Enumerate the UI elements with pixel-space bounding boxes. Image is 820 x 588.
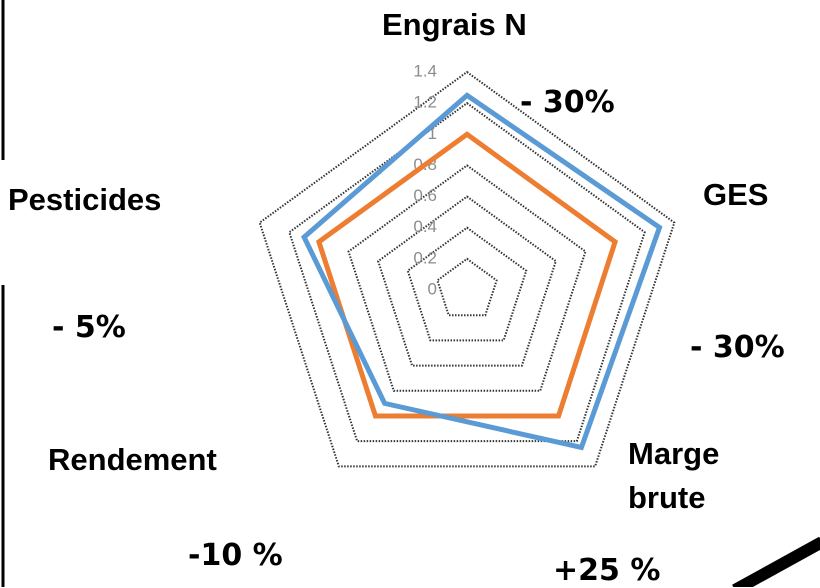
axis-label: Pesticides (8, 182, 162, 217)
axis-label: GES (703, 177, 769, 212)
r-tick-label: 1.4 (413, 61, 437, 80)
grid-line (347, 164, 587, 392)
r-tick-label: 0.4 (413, 217, 437, 236)
annotation: - 30% (690, 330, 785, 365)
annotation: - 5% (52, 310, 126, 345)
decor-stroke (732, 536, 820, 587)
series-line (315, 131, 619, 419)
axis-label: Rendement (48, 442, 217, 477)
axis-label: Marge brute (628, 436, 720, 515)
grid-line (258, 70, 676, 468)
series-line (301, 92, 663, 451)
annotation: +25 % (553, 553, 661, 588)
grid-line (436, 257, 498, 317)
annotation: -10 % (188, 538, 283, 573)
r-tick-label: 1.2 (413, 93, 437, 112)
r-tick-label: 0 (428, 279, 437, 298)
r-tick-label: 0.2 (413, 248, 437, 267)
r-tick-label: 0.6 (413, 186, 437, 205)
axis-label: Engrais N (382, 7, 527, 42)
r-tick-label: 1 (428, 124, 437, 143)
grid-line (406, 226, 528, 342)
annotation: - 30% (520, 85, 615, 120)
grid-line (288, 101, 646, 443)
